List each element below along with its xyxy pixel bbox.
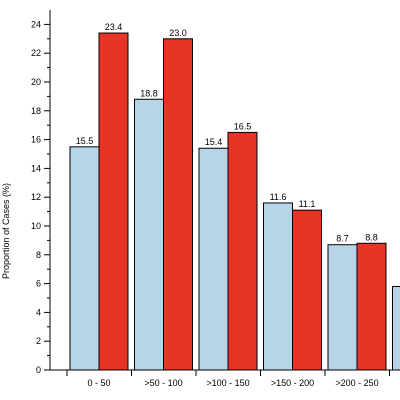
bars bbox=[69, 32, 400, 371]
bar bbox=[134, 98, 164, 371]
y-tick-label: 16 bbox=[31, 135, 41, 145]
data-label: 11.1 bbox=[299, 199, 316, 209]
x-tick-label: >200 - 250 bbox=[335, 378, 378, 388]
bar bbox=[163, 38, 193, 371]
y-tick-label: 0 bbox=[36, 365, 41, 375]
bar bbox=[263, 202, 293, 371]
y-tick-label: 20 bbox=[31, 77, 41, 87]
bar bbox=[198, 147, 229, 371]
bar bbox=[392, 285, 400, 371]
bar bbox=[327, 244, 358, 371]
data-label: 23.0 bbox=[169, 28, 187, 38]
bar bbox=[292, 209, 322, 371]
y-tick-label: 2 bbox=[36, 336, 41, 346]
data-label: 15.5 bbox=[76, 136, 94, 146]
x-tick-label: 0 - 50 bbox=[87, 378, 110, 388]
y-axis-title: Proportion of Cases (%) bbox=[1, 183, 11, 279]
bar bbox=[69, 146, 100, 371]
data-labels: 15.5 23.4 18.8 23.0 15.4 16.5 11.6 11.1 8.7 8.8 bbox=[76, 22, 378, 244]
y-tick-label: 8 bbox=[36, 250, 41, 260]
y-tick-label: 6 bbox=[36, 279, 41, 289]
y-tick-label: 12 bbox=[31, 192, 41, 202]
y-tick-label: 22 bbox=[31, 48, 41, 58]
y-tick-label: 4 bbox=[36, 307, 41, 317]
bar bbox=[356, 242, 387, 371]
data-label: 11.6 bbox=[270, 192, 287, 202]
x-tick-label: >150 - 200 bbox=[271, 378, 314, 388]
bar bbox=[98, 32, 129, 371]
data-label: 8.8 bbox=[365, 232, 378, 242]
data-label: 18.8 bbox=[140, 88, 158, 98]
y-tick-label: 14 bbox=[31, 163, 41, 173]
data-label: 16.5 bbox=[234, 121, 252, 131]
y-tick-label: 18 bbox=[31, 106, 41, 116]
y-tick-label: 24 bbox=[31, 19, 41, 29]
x-tick-label: >50 - 100 bbox=[144, 378, 182, 388]
bar bbox=[227, 131, 258, 371]
x-tick-label: >100 - 150 bbox=[206, 378, 249, 388]
y-tick-label: 10 bbox=[31, 221, 41, 231]
data-label: 23.4 bbox=[105, 22, 123, 32]
data-label: 15.4 bbox=[205, 137, 223, 147]
x-axis: 0 - 50 >50 - 100 >100 - 150 >150 - 200 >200 … bbox=[50, 369, 400, 388]
data-label: 8.7 bbox=[336, 234, 349, 244]
